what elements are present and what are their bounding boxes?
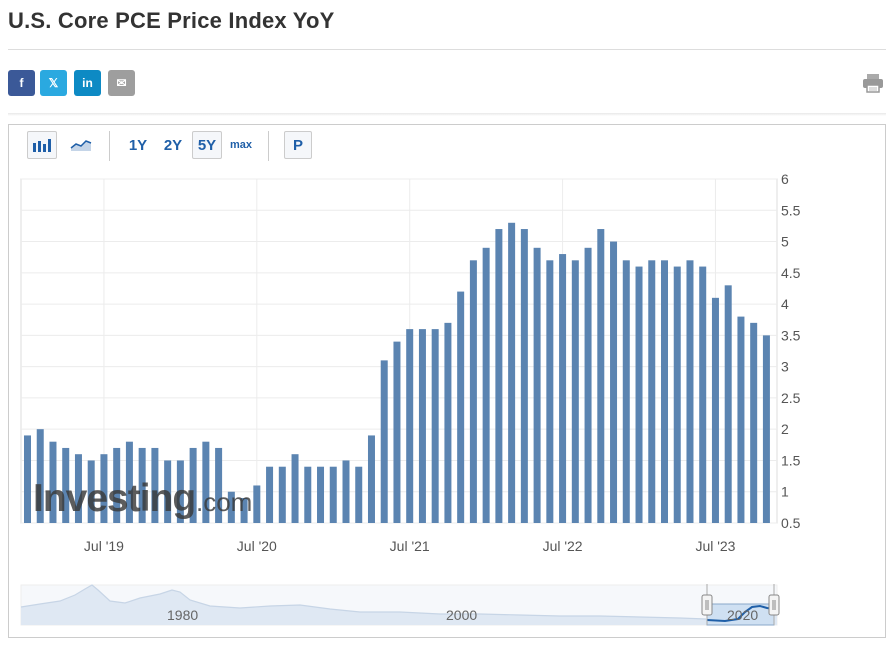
navigator-label-1980: 1980: [167, 607, 198, 623]
line-chart-type-button[interactable]: [66, 131, 96, 159]
bar[interactable]: [597, 229, 605, 523]
bar[interactable]: [304, 466, 312, 523]
bar[interactable]: [444, 322, 452, 523]
bar[interactable]: [457, 291, 465, 523]
bar[interactable]: [546, 260, 554, 523]
linkedin-icon: in: [82, 76, 93, 90]
bar[interactable]: [380, 360, 388, 523]
bar[interactable]: [762, 335, 770, 523]
navigator-left-handle[interactable]: [701, 584, 713, 625]
chart-panel: [8, 124, 886, 638]
range-max-button[interactable]: max: [229, 139, 253, 151]
bar[interactable]: [240, 497, 248, 523]
bar[interactable]: [367, 435, 375, 523]
bar[interactable]: [278, 466, 286, 523]
bar[interactable]: [164, 460, 172, 523]
range-navigator[interactable]: 1980 2000 2020: [20, 584, 780, 626]
bar[interactable]: [533, 247, 541, 524]
bar[interactable]: [750, 322, 758, 523]
bar[interactable]: [661, 260, 668, 523]
bar[interactable]: [113, 447, 121, 523]
range-2y-button[interactable]: 2Y: [163, 136, 183, 154]
area-chart-icon: [70, 140, 92, 151]
bar[interactable]: [393, 341, 401, 523]
divider: [8, 49, 886, 50]
bar[interactable]: [100, 454, 108, 523]
twitter-x-icon: 𝕏: [48, 76, 59, 90]
bar[interactable]: [125, 441, 133, 523]
navigator-series-area: [21, 585, 777, 625]
bar[interactable]: [520, 229, 528, 523]
bar[interactable]: [673, 266, 681, 523]
bar[interactable]: [329, 466, 337, 523]
facebook-icon: f: [19, 76, 24, 90]
bar[interactable]: [418, 329, 426, 523]
email-icon: ✉: [116, 76, 127, 90]
bar[interactable]: [227, 491, 235, 523]
bar[interactable]: [189, 447, 197, 523]
range-5y-button[interactable]: 5Y: [192, 131, 222, 159]
bar[interactable]: [49, 441, 57, 523]
navigator-label-2000: 2000: [446, 607, 477, 623]
bar[interactable]: [724, 285, 732, 523]
share-facebook-button[interactable]: f: [8, 70, 35, 96]
bar[interactable]: [74, 454, 82, 523]
bar[interactable]: [342, 460, 350, 523]
bar[interactable]: [482, 247, 490, 524]
bar[interactable]: [176, 460, 184, 523]
bar[interactable]: [266, 466, 274, 523]
bar[interactable]: [317, 466, 325, 523]
range-1y-button[interactable]: 1Y: [128, 136, 148, 154]
bar-chart-type-button[interactable]: [27, 131, 57, 159]
share-linkedin-button[interactable]: in: [74, 70, 101, 96]
bar[interactable]: [151, 447, 159, 523]
share-email-button[interactable]: ✉: [108, 70, 135, 96]
bar[interactable]: [24, 435, 31, 523]
bar[interactable]: [431, 329, 439, 523]
bar[interactable]: [737, 316, 745, 523]
navigator-right-handle[interactable]: [768, 584, 780, 625]
bar[interactable]: [253, 485, 261, 523]
navigator-series-line: [20, 584, 707, 620]
bar[interactable]: [648, 260, 656, 523]
bar[interactable]: [36, 429, 44, 523]
navigator-label-2020: 2020: [727, 607, 758, 623]
p-button[interactable]: P: [284, 131, 312, 159]
bar[interactable]: [610, 241, 618, 523]
bar[interactable]: [559, 254, 567, 523]
bar[interactable]: [584, 247, 592, 524]
bar[interactable]: [202, 441, 210, 523]
bar[interactable]: [469, 260, 477, 523]
bar[interactable]: [291, 454, 299, 523]
bar[interactable]: [635, 266, 643, 523]
share-twitter-x-button[interactable]: 𝕏: [40, 70, 67, 96]
bar[interactable]: [686, 260, 694, 523]
page-title: U.S. Core PCE Price Index YoY: [8, 8, 335, 33]
bar[interactable]: [355, 466, 363, 523]
bar[interactable]: [622, 260, 630, 523]
bar[interactable]: [508, 222, 516, 524]
divider-shadow: [8, 113, 886, 116]
bar[interactable]: [406, 329, 414, 523]
bar[interactable]: [699, 266, 707, 523]
bar[interactable]: [215, 447, 223, 523]
toolbar-separator: [268, 131, 269, 161]
bar[interactable]: [571, 260, 579, 523]
navigator-selected-line: [706, 604, 775, 623]
bar[interactable]: [495, 229, 503, 523]
bar[interactable]: [138, 447, 146, 523]
bar[interactable]: [711, 297, 719, 523]
bar[interactable]: [87, 460, 95, 523]
print-icon[interactable]: [862, 72, 884, 94]
bar[interactable]: [62, 447, 70, 523]
bar-chart-icon: [33, 139, 51, 152]
toolbar-separator: [109, 131, 110, 161]
